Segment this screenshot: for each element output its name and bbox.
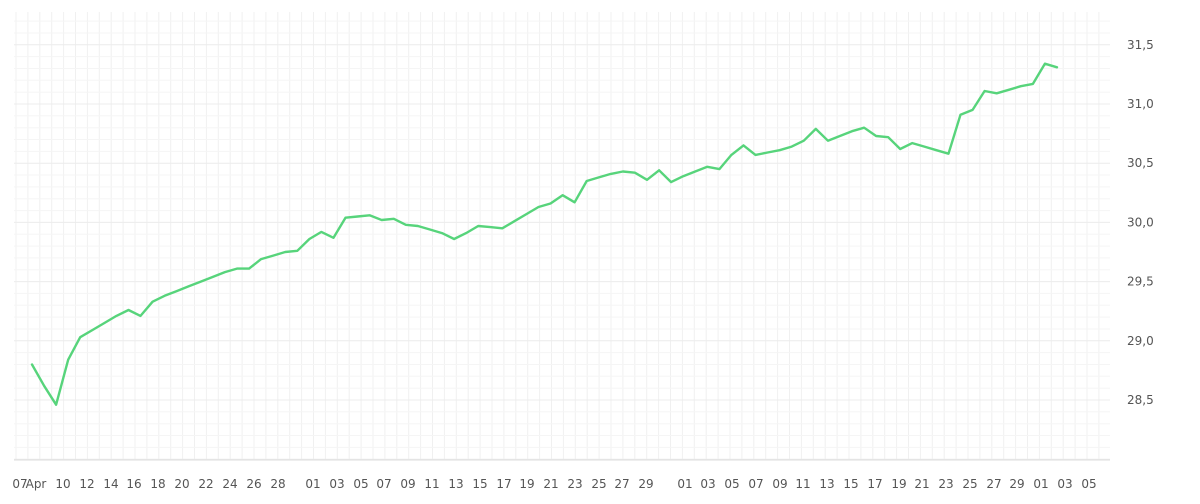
x-tick-label: 18: [150, 477, 165, 491]
x-tick-label: Apr: [26, 477, 47, 491]
x-tick-label: 29: [638, 477, 653, 491]
x-tick-label: 16: [126, 477, 141, 491]
x-tick-label: 13: [448, 477, 463, 491]
x-tick-label: 10: [55, 477, 70, 491]
x-tick-label: 05: [353, 477, 368, 491]
x-tick-label: 03: [1057, 477, 1072, 491]
x-tick-label: 12: [79, 477, 94, 491]
x-tick-label: 01: [1033, 477, 1048, 491]
x-tick-label: 20: [174, 477, 189, 491]
x-tick-label: 03: [329, 477, 344, 491]
x-tick-label: 28: [270, 477, 285, 491]
x-tick-label: 11: [795, 477, 810, 491]
x-tick-label: 21: [543, 477, 558, 491]
x-tick-label: 17: [867, 477, 882, 491]
y-tick-label: 29,5: [1127, 275, 1154, 289]
x-tick-label: 19: [891, 477, 906, 491]
x-tick-label: 23: [938, 477, 953, 491]
x-tick-label: 11: [424, 477, 439, 491]
x-tick-label: 05: [1081, 477, 1096, 491]
x-tick-label: 15: [472, 477, 487, 491]
x-tick-label: 23: [567, 477, 582, 491]
x-tick-label: 25: [962, 477, 977, 491]
x-tick-label: 01: [305, 477, 320, 491]
x-tick-label: 15: [843, 477, 858, 491]
x-tick-label: 19: [519, 477, 534, 491]
x-tick-label: 29: [1009, 477, 1024, 491]
y-tick-label: 28,5: [1127, 393, 1154, 407]
y-tick-label: 31,0: [1127, 97, 1154, 111]
x-tick-label: 07: [376, 477, 391, 491]
x-tick-label: 17: [496, 477, 511, 491]
y-tick-label: 30,0: [1127, 215, 1154, 229]
x-tick-label: 14: [103, 477, 118, 491]
x-tick-label: 03: [700, 477, 715, 491]
x-axis: 07 Apr 10 12 14 16 18 20 22 24 26 28 01 03 05 07 09 11 13 1…: [12, 477, 1096, 491]
x-tick-label: 22: [198, 477, 213, 491]
x-tick-label: 05: [724, 477, 739, 491]
x-tick-label: 26: [246, 477, 261, 491]
x-tick-label: 24: [222, 477, 237, 491]
y-tick-label: 30,5: [1127, 156, 1154, 170]
y-tick-label: 31,5: [1127, 38, 1154, 52]
x-tick-label: 27: [614, 477, 629, 491]
x-tick-label: 09: [400, 477, 415, 491]
horizontal-grid: [14, 21, 1110, 460]
y-axis: 28,5 29,0 29,5 30,0 30,5 31,0 31,5: [1127, 38, 1154, 407]
x-tick-label: 13: [819, 477, 834, 491]
x-tick-label: 09: [772, 477, 787, 491]
vertical-grid: [16, 12, 1099, 460]
x-tick-label: 01: [677, 477, 692, 491]
x-tick-label: 27: [986, 477, 1001, 491]
x-tick-label: 25: [591, 477, 606, 491]
x-tick-label: 07: [748, 477, 763, 491]
y-tick-label: 29,0: [1127, 334, 1154, 348]
x-tick-label: 21: [914, 477, 929, 491]
